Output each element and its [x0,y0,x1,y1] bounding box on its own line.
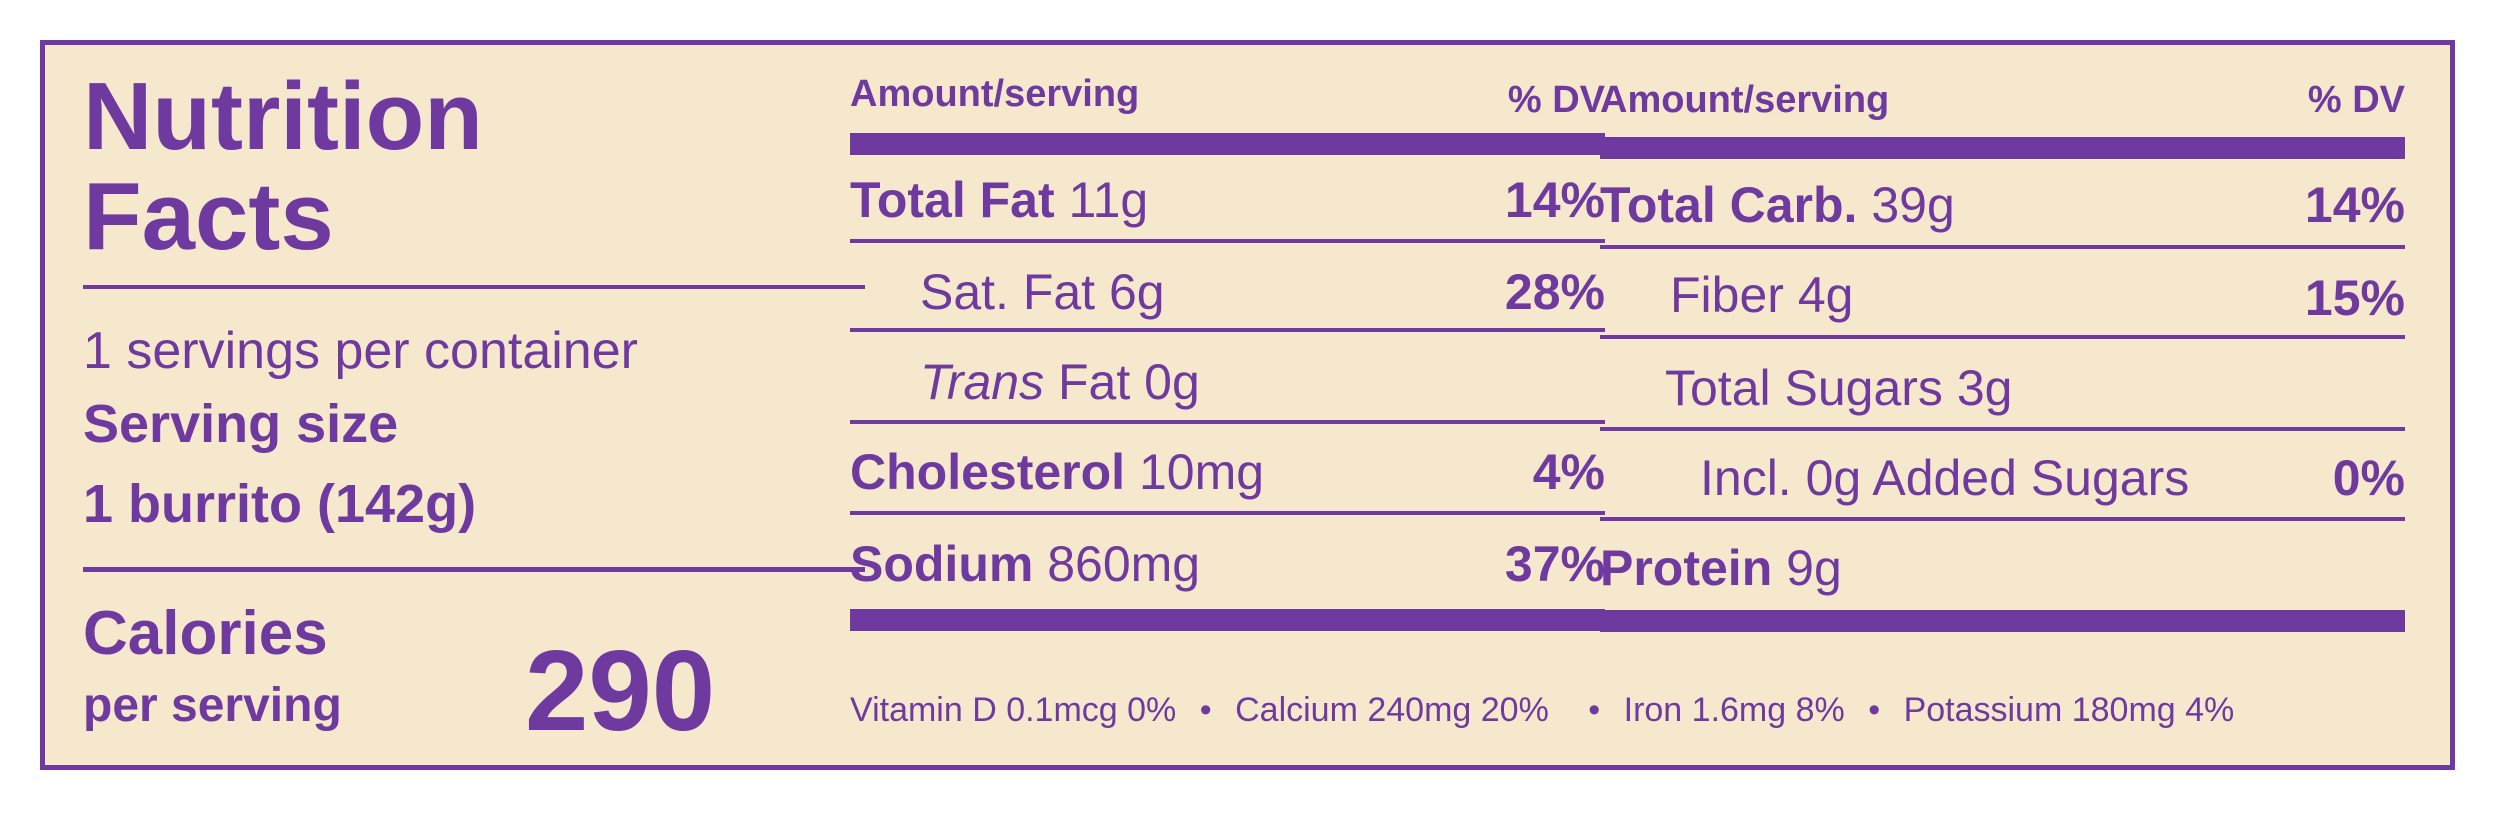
right-thick-bar-bottom [1600,610,2405,632]
right-divider-3 [1600,427,2405,431]
bullet-2: • [1588,691,1601,729]
title-nutrition: Nutrition [83,63,483,170]
title-facts: Facts [83,163,334,270]
divider-serving [83,567,865,572]
right-divider-1 [1600,245,2405,249]
calcium: Calcium 240mg 20% [1235,691,1549,729]
calories-per-serving: per serving [83,679,342,732]
servings-per-container: 1 servings per container [83,322,638,380]
left-thick-bar-top [850,133,1605,155]
left-divider-3 [850,420,1605,424]
vitamins-line: Vitamin D 0.1mcg 0% • Calcium 240mg 20% … [850,693,2234,727]
right-header-amount: Amount/serving [1600,79,1890,121]
serving-size-value: 1 burrito (142g) [83,474,477,534]
bullet-1: • [1199,691,1212,729]
bullet-3: • [1868,691,1881,729]
calories-label: Calories [83,599,328,668]
left-divider-4 [850,511,1605,515]
left-thick-bar-bottom [850,609,1605,631]
right-divider-4 [1600,517,2405,521]
right-divider-2 [1600,335,2405,339]
vitamin-d: Vitamin D 0.1mcg 0% [850,691,1177,729]
right-header-dv: % DV [2307,79,2405,121]
left-divider-2 [850,328,1605,332]
left-header-dv: % DV [1507,79,1605,121]
divider-title [83,285,865,289]
left-divider-1 [850,239,1605,243]
potassium: Potassium 180mg 4% [1903,691,2235,729]
right-thick-bar-top [1600,137,2405,159]
nutrition-facts-label: Nutrition Facts 1 servings per container… [40,40,2455,770]
calories-value: 290 [525,628,716,755]
iron: Iron 1.6mg 8% [1623,691,1845,729]
serving-size-label: Serving size [83,394,399,454]
left-header-amount: Amount/serving [850,73,1140,115]
